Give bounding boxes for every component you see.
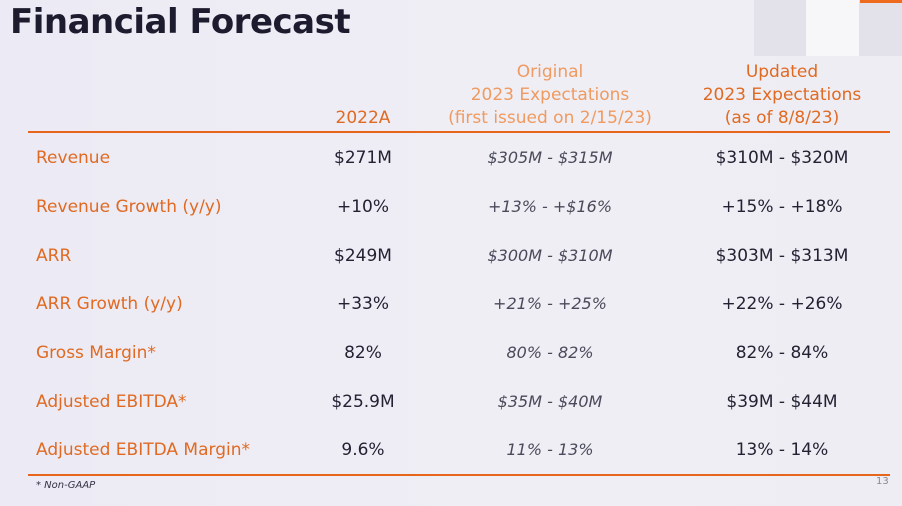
row-label: Adjusted EBITDA Margin* — [36, 440, 250, 460]
row-actual: 9.6% — [341, 440, 385, 460]
row-updated: $303M - $313M — [715, 246, 849, 266]
row-updated: 13% - 14% — [735, 440, 829, 460]
row-updated: 82% - 84% — [735, 343, 829, 363]
table-row: ARR Growth (y/y) +33% +21% - +25% +22% -… — [28, 292, 890, 341]
row-updated: $39M - $44M — [726, 392, 838, 412]
row-original: 80% - 82% — [506, 343, 594, 362]
row-label: Adjusted EBITDA* — [36, 392, 187, 412]
row-label: Revenue — [36, 148, 111, 168]
row-actual: +10% — [336, 197, 390, 217]
header-2022a: 2022A — [300, 107, 426, 130]
row-original: +13% - +$16% — [487, 197, 613, 216]
row-updated: +22% - +26% — [721, 294, 843, 314]
table-row: Adjusted EBITDA* $25.9M $35M - $40M $39M… — [28, 390, 890, 439]
header-updated-line3: (as of 8/8/23) — [724, 108, 840, 128]
row-original: $35M - $40M — [497, 392, 603, 411]
header-original: Original 2023 Expectations (first issued… — [432, 61, 668, 130]
row-actual: $249M — [334, 246, 392, 266]
row-updated: +15% - +18% — [721, 197, 843, 217]
header-updated-line2: 2023 Expectations — [702, 85, 862, 105]
table-row: ARR $249M $300M - $310M $303M - $313M — [28, 244, 890, 293]
header-divider — [28, 131, 890, 133]
header-updated: Updated 2023 Expectations (as of 8/8/23) — [686, 61, 878, 130]
table-row: Adjusted EBITDA Margin* 9.6% 11% - 13% 1… — [28, 438, 890, 487]
header-original-line2: 2023 Expectations — [470, 85, 630, 105]
footnote: * Non-GAAP — [36, 480, 96, 491]
table-row: Revenue $271M $305M - $315M $310M - $320… — [28, 146, 890, 195]
row-label: Revenue Growth (y/y) — [36, 197, 222, 217]
row-original: +21% - +25% — [493, 294, 607, 313]
row-label: ARR Growth (y/y) — [36, 294, 183, 314]
row-updated: $310M - $320M — [715, 148, 849, 168]
page-number: 13 — [876, 476, 889, 487]
row-original: $305M - $315M — [487, 148, 613, 167]
decorative-accent-bar — [860, 0, 902, 3]
table-row: Gross Margin* 82% 80% - 82% 82% - 84% — [28, 341, 890, 390]
header-2022a-label: 2022A — [335, 108, 391, 128]
row-label: Gross Margin* — [36, 343, 156, 363]
footer-divider — [28, 474, 890, 476]
row-original: 11% - 13% — [506, 440, 594, 459]
row-original: $300M - $310M — [487, 246, 613, 265]
row-actual: 82% — [344, 343, 382, 363]
row-actual: +33% — [336, 294, 390, 314]
header-updated-line1: Updated — [745, 62, 819, 82]
header-original-line1: Original — [516, 62, 584, 82]
row-label: ARR — [36, 246, 72, 266]
row-actual: $271M — [334, 148, 392, 168]
decorative-box — [806, 0, 859, 56]
table-row: Revenue Growth (y/y) +10% +13% - +$16% +… — [28, 195, 890, 244]
page-title: Financial Forecast — [10, 2, 351, 42]
header-original-line3: (first issued on 2/15/23) — [448, 108, 652, 128]
row-actual: $25.9M — [331, 392, 395, 412]
